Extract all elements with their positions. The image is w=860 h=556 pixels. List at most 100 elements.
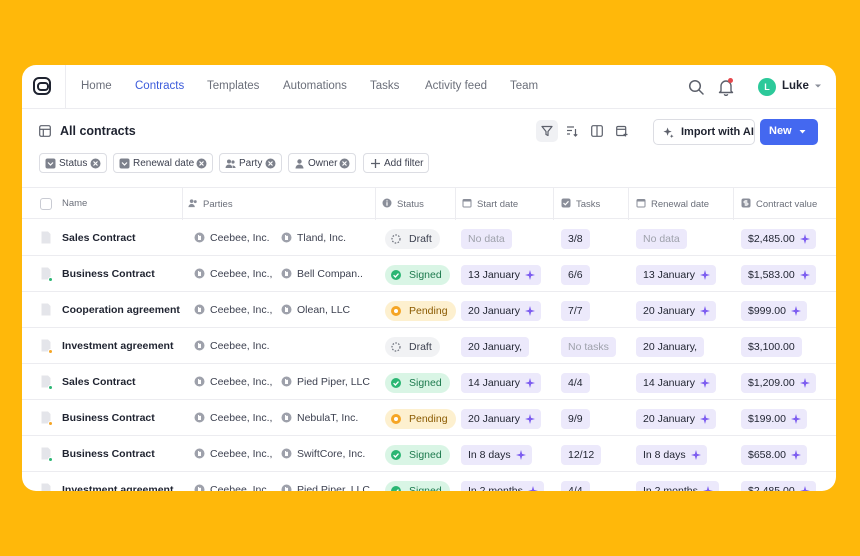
contract-value-cell[interactable]: $2,485.00 (741, 229, 816, 249)
renewal-date-cell[interactable]: 20 January, (636, 337, 705, 357)
tasks-cell[interactable]: 12/12 (561, 445, 602, 465)
party-name[interactable]: Ceebee, Inc. (194, 232, 270, 244)
status-badge[interactable]: Signed (385, 445, 450, 465)
filter-chip-owner[interactable]: Owner (288, 153, 356, 173)
party-name[interactable]: Pied Piper, LLC (281, 484, 370, 491)
party-name[interactable]: Ceebee, Inc., (194, 376, 272, 388)
contract-name[interactable]: Sales Contract (62, 232, 136, 244)
select-all-checkbox[interactable] (40, 198, 52, 210)
filter-button[interactable] (536, 120, 558, 142)
table-row[interactable]: Sales Contract Ceebee, Inc. Tland, Inc. Dra… (22, 220, 836, 256)
party-name[interactable]: SwiftCore, Inc. (281, 448, 365, 460)
nav-team[interactable]: Team (510, 80, 539, 92)
tasks-cell[interactable]: 4/4 (561, 373, 590, 393)
remove-filter-icon[interactable] (339, 158, 350, 169)
renewal-date-cell[interactable]: 13 January (636, 265, 716, 285)
remove-filter-icon[interactable] (265, 158, 276, 169)
start-date-cell[interactable]: 14 January (461, 373, 541, 393)
party-name[interactable]: Tland, Inc. (281, 232, 346, 244)
tasks-cell[interactable]: 7/7 (561, 301, 590, 321)
import-with-ai-button[interactable]: Import with AI (653, 119, 755, 145)
contract-name[interactable]: Business Contract (62, 412, 155, 424)
status-badge[interactable]: Signed (385, 481, 450, 491)
contract-value-cell[interactable]: $2,485.00 (741, 481, 816, 491)
chevron-down-icon[interactable] (814, 82, 822, 90)
column-header-parties[interactable]: Parties (188, 198, 233, 210)
status-badge[interactable]: Pending (385, 409, 456, 429)
status-badge[interactable]: Draft (385, 229, 440, 249)
party-name[interactable]: Ceebee, Inc., (194, 412, 272, 424)
party-name[interactable]: Bell Compan.. (281, 268, 363, 280)
table-row[interactable]: Sales Contract Ceebee, Inc., Pied Piper, L… (22, 364, 836, 400)
column-header-renewal-date[interactable]: Renewal date (636, 198, 709, 210)
renewal-date-cell[interactable]: 20 January (636, 301, 716, 321)
party-name[interactable]: Ceebee, Inc., (194, 484, 272, 491)
renewal-date-cell[interactable]: 14 January (636, 373, 716, 393)
contract-name[interactable]: Business Contract (62, 268, 155, 280)
contract-name[interactable]: Investment agreement (62, 340, 174, 352)
renewal-date-cell[interactable]: In 2 months (636, 481, 719, 491)
contract-value-cell[interactable]: $3,100.00 (741, 337, 802, 357)
contract-value-cell[interactable]: $999.00 (741, 301, 807, 321)
column-header-tasks[interactable]: Tasks (561, 198, 600, 210)
party-name[interactable]: Ceebee, Inc., (194, 448, 272, 460)
party-name[interactable]: Olean, LLC (281, 304, 350, 316)
contract-name[interactable]: Sales Contract (62, 376, 136, 388)
filter-chip-renewal-date[interactable]: Renewal date (113, 153, 213, 173)
start-date-cell[interactable]: In 8 days (461, 445, 532, 465)
columns-button[interactable] (586, 120, 608, 142)
table-row[interactable]: Investment agreement Ceebee, Inc. Draft 20 … (22, 328, 836, 364)
party-name[interactable]: Pied Piper, LLC (281, 376, 370, 388)
tasks-cell[interactable]: 6/6 (561, 265, 590, 285)
tasks-cell[interactable]: 9/9 (561, 409, 590, 429)
filter-chip-party[interactable]: Party (219, 153, 282, 173)
renewal-date-cell[interactable]: No data (636, 229, 687, 249)
status-badge[interactable]: Draft (385, 337, 440, 357)
new-button[interactable]: New (760, 119, 818, 145)
tasks-cell[interactable]: 4/4 (561, 481, 590, 491)
party-name[interactable]: Ceebee, Inc., (194, 268, 272, 280)
nav-contracts[interactable]: Contracts (135, 80, 185, 92)
tasks-cell[interactable]: No tasks (561, 337, 616, 357)
table-row[interactable]: Cooperation agreement Ceebee, Inc., Olean,… (22, 292, 836, 328)
start-date-cell[interactable]: 20 January, (461, 337, 530, 357)
search-icon[interactable] (688, 79, 704, 95)
user-avatar[interactable]: L (758, 78, 776, 96)
table-row[interactable]: Business Contract Ceebee, Inc., Bell Compa… (22, 256, 836, 292)
nav-activity-feed[interactable]: Activity feed (425, 80, 487, 92)
start-date-cell[interactable]: 13 January (461, 265, 541, 285)
contract-value-cell[interactable]: $1,583.00 (741, 265, 816, 285)
start-date-cell[interactable]: No data (461, 229, 512, 249)
contract-name[interactable]: Investment agreement (62, 484, 174, 491)
start-date-cell[interactable]: 20 January (461, 409, 541, 429)
tasks-cell[interactable]: 3/8 (561, 229, 590, 249)
sort-button[interactable] (561, 120, 583, 142)
filter-chip-status[interactable]: Status (39, 153, 107, 173)
party-name[interactable]: Ceebee, Inc. (194, 340, 270, 352)
table-row[interactable]: Business Contract Ceebee, Inc., NebulaT, I… (22, 400, 836, 436)
contract-value-cell[interactable]: $199.00 (741, 409, 807, 429)
add-filter-button[interactable]: Add filter (363, 153, 429, 173)
nav-templates[interactable]: Templates (207, 80, 260, 92)
table-row[interactable]: Investment agreement Ceebee, Inc., Pied Pi… (22, 472, 836, 491)
nav-automations[interactable]: Automations (283, 80, 347, 92)
user-name[interactable]: Luke (782, 80, 809, 92)
start-date-cell[interactable]: 20 January (461, 301, 541, 321)
app-logo-icon[interactable] (32, 76, 52, 96)
nav-tasks[interactable]: Tasks (370, 80, 400, 92)
remove-filter-icon[interactable] (196, 158, 207, 169)
column-header-start-date[interactable]: Start date (462, 198, 518, 210)
nav-home[interactable]: Home (81, 80, 112, 92)
remove-filter-icon[interactable] (90, 158, 101, 169)
calendar-view-button[interactable] (611, 120, 633, 142)
party-name[interactable]: Ceebee, Inc., (194, 304, 272, 316)
contract-name[interactable]: Cooperation agreement (62, 304, 180, 316)
party-name[interactable]: NebulaT, Inc. (281, 412, 358, 424)
start-date-cell[interactable]: In 2 months (461, 481, 544, 491)
column-header-contract-value[interactable]: Contract value (741, 198, 817, 210)
table-row[interactable]: Business Contract Ceebee, Inc., SwiftCore,… (22, 436, 836, 472)
status-badge[interactable]: Signed (385, 265, 450, 285)
status-badge[interactable]: Signed (385, 373, 450, 393)
column-header-name[interactable]: Name (62, 198, 87, 209)
renewal-date-cell[interactable]: In 8 days (636, 445, 707, 465)
